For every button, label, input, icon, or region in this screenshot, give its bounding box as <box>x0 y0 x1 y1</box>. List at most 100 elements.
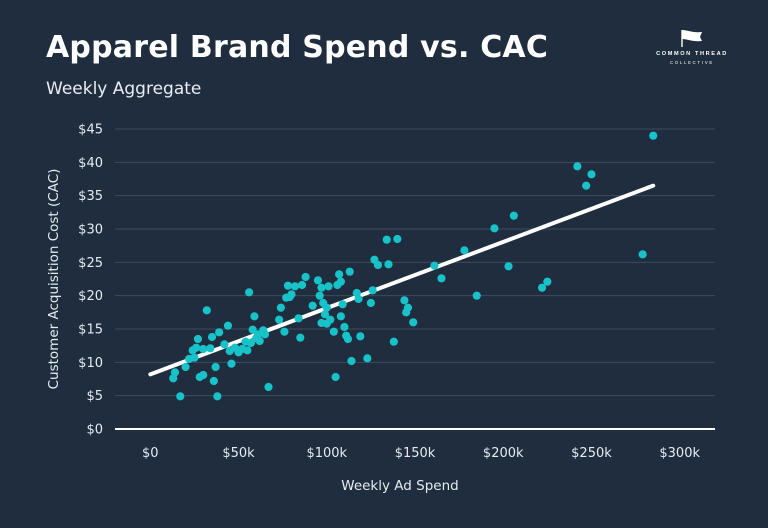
data-point <box>363 354 372 363</box>
data-point <box>313 276 323 285</box>
data-point <box>430 261 439 270</box>
data-point <box>227 359 236 368</box>
data-point <box>382 235 391 244</box>
data-point <box>294 314 303 323</box>
data-point <box>331 372 340 382</box>
data-point <box>384 260 393 269</box>
y-axis-label: Customer Acquisition Cost (CAC) <box>46 169 62 390</box>
y-tick-label: $10 <box>78 356 103 371</box>
data-point <box>393 234 402 244</box>
data-point <box>336 277 345 286</box>
data-point <box>192 343 201 352</box>
data-point <box>582 181 591 190</box>
data-point <box>250 312 259 321</box>
data-point <box>211 362 220 372</box>
chart-subtitle: Weekly Aggregate <box>46 79 202 99</box>
data-point <box>373 260 383 270</box>
data-point <box>170 368 180 377</box>
data-point <box>275 315 284 324</box>
data-point <box>366 298 375 308</box>
data-point <box>220 340 229 349</box>
data-point <box>209 376 218 386</box>
data-point <box>504 262 513 271</box>
data-point <box>322 303 331 312</box>
y-tick-label: $20 <box>78 289 103 304</box>
data-point <box>403 303 413 312</box>
data-point <box>326 315 335 324</box>
data-point <box>490 224 499 233</box>
data-point <box>320 310 330 319</box>
x-tick-label: $0 <box>142 446 159 461</box>
y-tick-label: $5 <box>86 389 103 404</box>
data-point <box>215 328 224 337</box>
brand-logo: COMMON THREAD COLLECTIVE <box>646 28 738 72</box>
x-axis-label: Weekly Ad Spend <box>341 478 458 494</box>
data-point <box>368 286 377 295</box>
data-point <box>283 281 293 290</box>
y-tick-label: $30 <box>78 223 103 238</box>
data-point <box>315 291 324 300</box>
logo-line2: COLLECTIVE <box>669 60 715 65</box>
data-point <box>437 274 446 283</box>
x-tick-label: $100k <box>306 446 347 461</box>
data-point <box>354 294 363 304</box>
data-point <box>638 250 647 259</box>
data-point <box>336 312 345 321</box>
data-point <box>296 333 305 342</box>
data-point <box>587 170 596 179</box>
chart-title: Apparel Brand Spend vs. CAC <box>46 30 549 65</box>
data-point <box>290 282 300 291</box>
data-point <box>335 270 344 279</box>
data-point <box>176 392 185 401</box>
data-point <box>287 290 296 299</box>
data-point <box>345 267 354 276</box>
data-point <box>537 283 547 292</box>
data-point <box>301 272 310 282</box>
data-point <box>264 382 273 392</box>
logo-line1: COMMON THREAD <box>656 51 728 57</box>
data-point <box>213 392 222 401</box>
data-point <box>199 344 208 354</box>
data-point <box>190 353 199 362</box>
y-tick-label: $15 <box>78 323 103 338</box>
data-point <box>573 162 582 171</box>
y-tick-label: $35 <box>78 189 103 204</box>
data-point <box>245 288 254 297</box>
data-point <box>280 327 289 336</box>
x-tick-label: $300k <box>659 446 700 461</box>
data-point <box>276 303 285 312</box>
data-point <box>246 338 255 348</box>
data-point <box>472 291 481 300</box>
tick-labels: $0 $5 $10 $15 $20 $25 $30 $35 $40 $45 $0 $50k $100k $… <box>78 123 700 462</box>
data-point <box>400 296 409 305</box>
trendline <box>148 183 656 377</box>
data-point <box>389 337 398 346</box>
data-point <box>509 211 518 220</box>
data-point <box>255 336 264 346</box>
x-tick-label: $250k <box>571 446 612 461</box>
y-tick-label: $45 <box>78 123 103 138</box>
data-point <box>199 370 208 380</box>
data-points <box>169 131 658 401</box>
x-tick-label: $200k <box>483 446 524 461</box>
data-point <box>206 344 215 353</box>
data-point <box>338 300 347 309</box>
data-point <box>340 322 349 332</box>
y-tick-label: $25 <box>78 256 103 271</box>
data-point <box>223 321 233 330</box>
data-point <box>347 356 356 366</box>
data-point <box>181 362 190 372</box>
data-point <box>297 280 307 290</box>
y-tick-label: $40 <box>78 156 103 171</box>
data-point <box>243 346 252 355</box>
data-point <box>460 246 469 255</box>
y-tick-label: $0 <box>86 423 103 438</box>
trendline-group <box>148 183 656 377</box>
x-tick-label: $150k <box>395 446 436 461</box>
data-point <box>207 332 217 342</box>
data-point <box>543 277 552 286</box>
data-point <box>317 283 326 292</box>
grid-lines <box>115 128 715 397</box>
flag-logo-icon <box>681 30 702 47</box>
